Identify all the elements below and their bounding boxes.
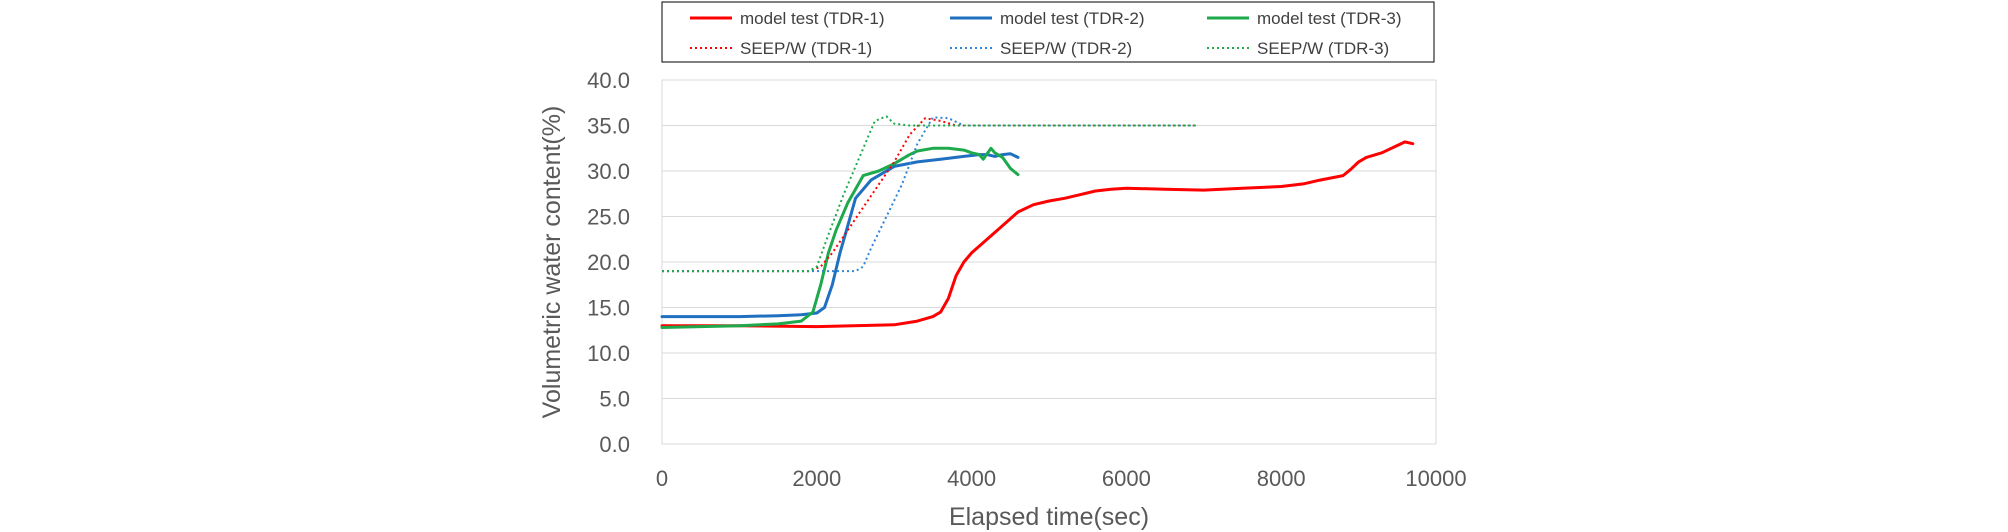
y-tick-label: 30.0 <box>587 159 630 184</box>
legend: model test (TDR-1) model test (TDR-2) mode… <box>661 1 1435 63</box>
legend-label: SEEP/W (TDR-1) <box>740 39 872 58</box>
x-tick-label: 8000 <box>1257 466 1306 491</box>
x-tick-label: 2000 <box>792 466 841 491</box>
grid <box>662 79 1436 445</box>
x-tick-label: 4000 <box>947 466 996 491</box>
series-line-3 <box>660 146 1020 329</box>
y-axis-title: Volumetric water content(%) <box>538 106 566 419</box>
series-line-6 <box>662 115 1197 273</box>
y-tick-label: 25.0 <box>587 205 630 230</box>
legend-label: model test (TDR-1) <box>740 9 885 28</box>
series-line-4 <box>662 117 1197 273</box>
series-lines <box>660 115 1415 329</box>
legend-label: SEEP/W (TDR-3) <box>1257 39 1389 58</box>
x-axis-title: Elapsed time(sec) <box>949 503 1149 531</box>
x-tick-label: 6000 <box>1102 466 1151 491</box>
y-tick-label: 40.0 <box>587 68 630 93</box>
y-tick-label: 35.0 <box>587 114 630 139</box>
legend-label: model test (TDR-3) <box>1257 9 1402 28</box>
y-tick-label: 0.0 <box>599 432 630 457</box>
series-line-1 <box>660 140 1415 329</box>
series-line-2 <box>660 152 1020 319</box>
series-line-5 <box>662 116 1197 273</box>
legend-label: SEEP/W (TDR-2) <box>1000 39 1132 58</box>
y-tick-labels: 0.0 5.0 10.0 15.0 20.0 25.0 30.0 35.0 40.0 <box>587 68 630 457</box>
y-tick-label: 20.0 <box>587 250 630 275</box>
legend-box <box>661 1 1435 63</box>
y-tick-label: 15.0 <box>587 296 630 321</box>
y-tick-label: 5.0 <box>599 387 630 412</box>
x-tick-labels: 0 2000 4000 6000 8000 10000 <box>656 466 1467 491</box>
y-tick-label: 10.0 <box>587 341 630 366</box>
x-tick-label: 10000 <box>1405 466 1466 491</box>
legend-label: model test (TDR-2) <box>1000 9 1145 28</box>
x-tick-label: 0 <box>656 466 668 491</box>
